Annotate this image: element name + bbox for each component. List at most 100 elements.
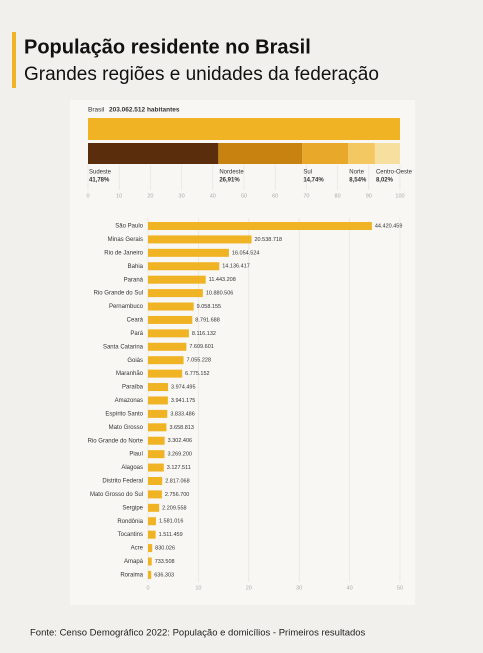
segment xyxy=(88,143,219,164)
total-bar xyxy=(88,118,400,140)
value-label: 3.302.406 xyxy=(168,438,192,444)
value-label: 636.303 xyxy=(154,572,174,578)
segment-name: Sudeste xyxy=(89,170,112,176)
value-label: 10.880.506 xyxy=(206,291,234,297)
category-label: Maranhão xyxy=(116,371,144,377)
bar xyxy=(148,302,194,311)
title: População residente no Brasil xyxy=(24,36,311,58)
segment-name: Norte xyxy=(349,170,364,176)
category-label: Espírito Santo xyxy=(105,411,143,417)
segment-name: Centro-Oeste xyxy=(376,170,413,176)
category-label: Acre xyxy=(131,546,144,552)
bar xyxy=(148,557,152,566)
bar xyxy=(148,315,193,324)
category-label: Rio de Janeiro xyxy=(104,250,143,256)
bar xyxy=(148,356,184,365)
category-label: Goiás xyxy=(127,358,143,364)
category-label: Rio Grande do Norte xyxy=(88,438,144,444)
x-tick-label: 80 xyxy=(335,193,341,199)
value-label: 44.420.459 xyxy=(375,223,403,229)
x-tick-label: 30 xyxy=(296,585,302,591)
bar xyxy=(148,329,189,338)
bar xyxy=(148,342,187,351)
bar xyxy=(148,262,220,271)
bar xyxy=(148,450,165,459)
category-label: Mato Grosso xyxy=(109,425,144,431)
category-label: Rio Grande do Sul xyxy=(94,291,143,297)
category-label: Pernambuco xyxy=(109,304,144,310)
category-label: Tocantins xyxy=(118,532,143,538)
value-label: 3.127.511 xyxy=(167,465,191,471)
category-label: Minas Gerais xyxy=(108,237,143,243)
category-label: Paraná xyxy=(124,277,144,283)
x-tick-label: 40 xyxy=(210,193,216,199)
value-label: 9.058.155 xyxy=(197,304,221,310)
bar xyxy=(148,463,164,472)
value-label: 8.116.132 xyxy=(192,331,216,337)
total-value: 203.062.512 habitantes xyxy=(109,107,180,114)
x-tick-label: 10 xyxy=(195,585,201,591)
bar xyxy=(148,490,162,499)
category-label: Bahia xyxy=(128,264,144,270)
category-label: Paraíba xyxy=(122,385,144,391)
subtitle: Grandes regiões e unidades da federação xyxy=(24,64,379,85)
segment-name: Sul xyxy=(303,170,312,176)
segment-label: 8,54% xyxy=(349,178,367,184)
category-label: Amapá xyxy=(124,559,144,565)
value-label: 16.054.524 xyxy=(232,250,260,256)
bar xyxy=(148,544,153,553)
bar xyxy=(148,222,372,230)
bar xyxy=(148,275,206,284)
category-label: Alagoas xyxy=(121,465,143,471)
bar xyxy=(148,409,168,418)
category-label: Distrito Federal xyxy=(102,479,143,485)
value-label: 2.756.700 xyxy=(165,492,189,498)
card xyxy=(70,100,415,605)
category-label: Rondônia xyxy=(117,519,143,525)
bar xyxy=(148,570,152,579)
segment xyxy=(374,143,400,164)
value-label: 3.658.813 xyxy=(169,425,193,431)
x-tick-label: 40 xyxy=(347,585,353,591)
value-label: 830.026 xyxy=(155,546,175,552)
x-tick-label: 20 xyxy=(246,585,252,591)
bar xyxy=(148,248,229,257)
x-tick-label: 60 xyxy=(272,193,278,199)
total-name: Brasil xyxy=(88,107,105,114)
bar xyxy=(148,517,156,526)
bar xyxy=(148,503,160,512)
bar xyxy=(148,530,156,539)
category-label: Ceará xyxy=(127,318,144,324)
bar xyxy=(148,423,167,432)
category-label: Pará xyxy=(130,331,143,337)
x-tick-label: 90 xyxy=(366,193,372,199)
value-label: 1.511.459 xyxy=(159,532,183,538)
value-label: 3.833.486 xyxy=(170,411,194,417)
value-label: 733.508 xyxy=(155,559,175,565)
value-label: 2.817.068 xyxy=(165,478,189,484)
accent-bar xyxy=(12,32,16,88)
x-tick-label: 0 xyxy=(86,193,89,199)
x-tick-label: 100 xyxy=(395,193,404,199)
bar xyxy=(148,383,169,392)
segment xyxy=(302,143,349,164)
x-tick-label: 30 xyxy=(179,193,185,199)
segment-label: 41,78% xyxy=(89,178,110,184)
value-label: 7.609.601 xyxy=(189,344,213,350)
bar xyxy=(148,235,252,244)
bar xyxy=(148,289,203,298)
segment-label: 8,02% xyxy=(376,178,394,184)
category-label: Piauí xyxy=(129,452,143,458)
value-label: 11.443.208 xyxy=(209,277,236,283)
value-label: 20.538.718 xyxy=(255,237,283,243)
bar xyxy=(148,396,168,405)
segment xyxy=(218,143,303,164)
segment-label: 14,74% xyxy=(303,178,324,184)
value-label: 2.209.558 xyxy=(162,505,186,511)
x-tick-label: 50 xyxy=(397,585,403,591)
category-label: Sergipe xyxy=(122,505,143,511)
value-label: 6.775.152 xyxy=(185,371,209,377)
x-tick-label: 50 xyxy=(241,193,247,199)
